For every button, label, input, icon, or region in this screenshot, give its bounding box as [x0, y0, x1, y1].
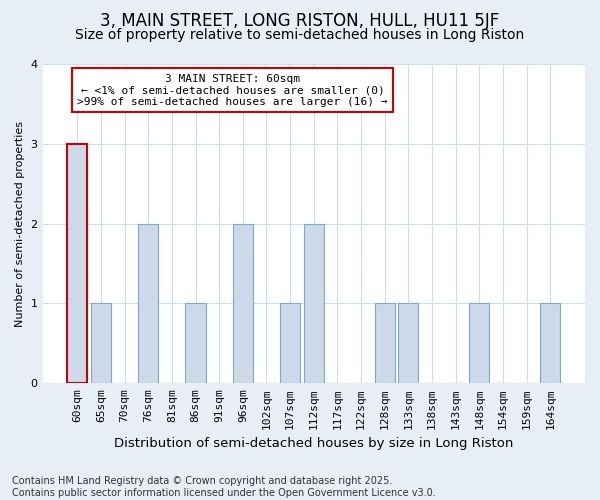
Bar [398, 304, 418, 384]
Text: 3 MAIN STREET: 60sqm
← <1% of semi-detached houses are smaller (0)
>99% of semi-: 3 MAIN STREET: 60sqm ← <1% of semi-detac… [77, 74, 388, 107]
Bar [374, 304, 395, 384]
Bar [280, 304, 300, 384]
Bar [91, 304, 111, 384]
Bar [67, 144, 88, 384]
Bar [233, 224, 253, 384]
X-axis label: Distribution of semi-detached houses by size in Long Riston: Distribution of semi-detached houses by … [114, 437, 514, 450]
Text: Contains HM Land Registry data © Crown copyright and database right 2025.
Contai: Contains HM Land Registry data © Crown c… [12, 476, 436, 498]
Bar [540, 304, 560, 384]
Text: Size of property relative to semi-detached houses in Long Riston: Size of property relative to semi-detach… [76, 28, 524, 42]
Y-axis label: Number of semi-detached properties: Number of semi-detached properties [15, 120, 25, 326]
Text: 3, MAIN STREET, LONG RISTON, HULL, HU11 5JF: 3, MAIN STREET, LONG RISTON, HULL, HU11 … [100, 12, 500, 30]
Bar [138, 224, 158, 384]
Bar [469, 304, 490, 384]
Bar [304, 224, 324, 384]
Bar [185, 304, 206, 384]
